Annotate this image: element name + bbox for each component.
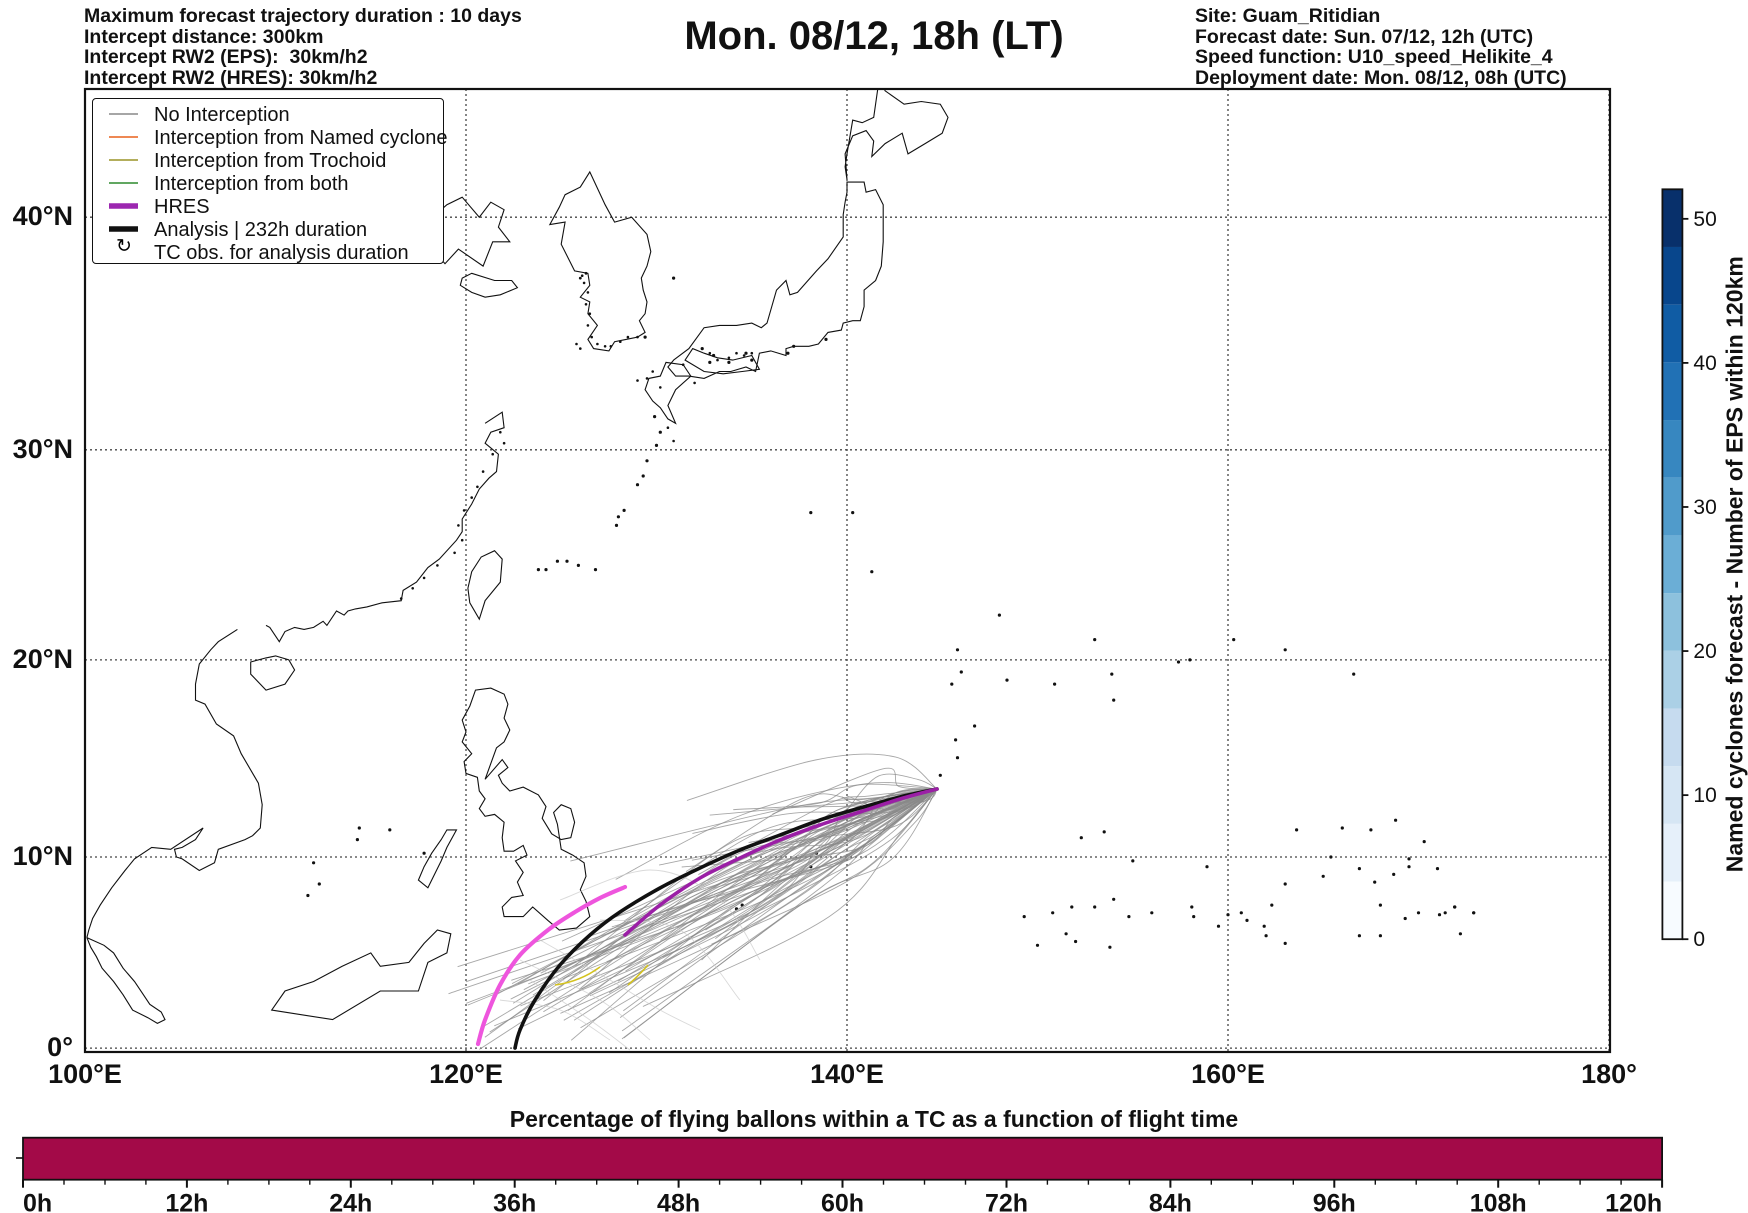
svg-text:96h: 96h <box>1313 1190 1356 1213</box>
svg-text:36h: 36h <box>493 1190 536 1213</box>
svg-text:84h: 84h <box>1149 1190 1192 1213</box>
svg-text:120h: 120h <box>1605 1190 1662 1213</box>
svg-text:48h: 48h <box>657 1190 700 1213</box>
svg-text:72h: 72h <box>985 1190 1028 1213</box>
svg-text:108h: 108h <box>1470 1190 1527 1213</box>
svg-text:60h: 60h <box>821 1190 864 1213</box>
svg-text:0h: 0h <box>23 1190 52 1213</box>
svg-text:24h: 24h <box>329 1190 372 1213</box>
svg-text:12h: 12h <box>165 1190 208 1213</box>
